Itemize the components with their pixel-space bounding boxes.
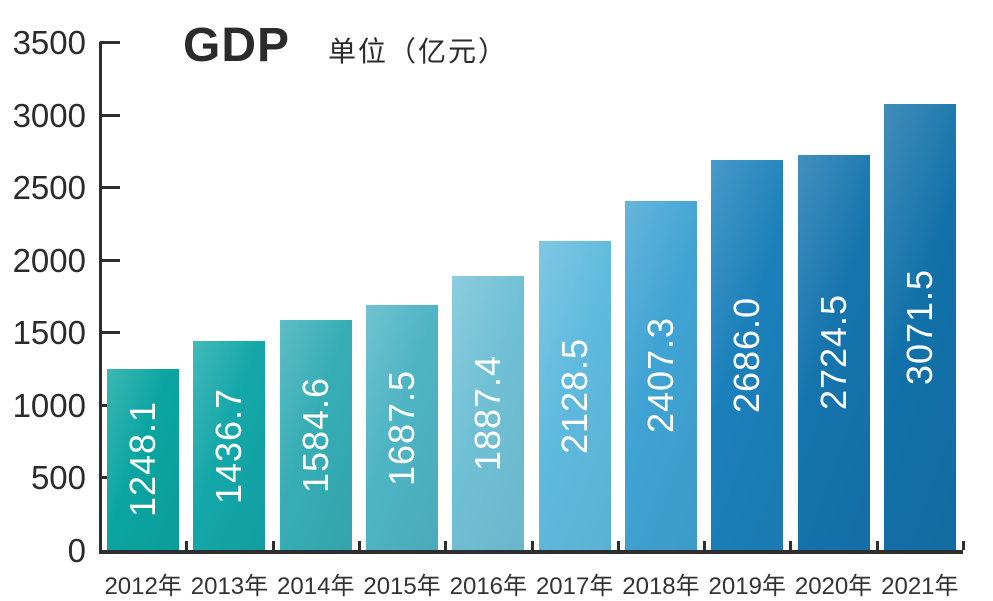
- x-axis-tick: [703, 541, 707, 550]
- chart-title: GDP: [183, 19, 291, 72]
- chart-header: GDP 单位（亿元）: [183, 18, 508, 73]
- bar-2016年: 1887.4: [452, 276, 525, 550]
- bar-2014年: 1584.6: [279, 320, 352, 550]
- x-axis-label-2019年: 2019年: [708, 573, 786, 600]
- x-axis-tick: [789, 541, 793, 550]
- bar-2018年: 2407.3: [624, 200, 697, 550]
- x-axis-label-2018年: 2018年: [622, 573, 700, 600]
- y-axis-label-1000: 1000: [12, 386, 86, 424]
- bar-value-label: 1248.1: [122, 401, 164, 518]
- bar-2017年: 2128.5: [538, 241, 611, 550]
- x-axis-label-2021年: 2021年: [881, 573, 959, 600]
- bar-2012年: 1248.1: [107, 368, 180, 550]
- bar-2015年: 1687.5: [366, 305, 439, 550]
- x-axis-tick: [444, 541, 448, 550]
- x-axis-label-2017年: 2017年: [535, 573, 614, 600]
- x-axis-tick: [962, 541, 965, 550]
- y-axis-label-3000: 3000: [12, 96, 86, 134]
- y-axis-tick-2500: [100, 186, 120, 190]
- bar-value-label: 1687.5: [381, 369, 423, 486]
- bar-value-label: 1584.6: [294, 376, 336, 494]
- bar-2021年: 3071.5: [883, 104, 956, 550]
- bar-2019年: 2686.0: [711, 160, 784, 550]
- x-axis-tick: [616, 541, 620, 550]
- bar-value-label: 2724.5: [812, 294, 854, 411]
- y-axis-label-2000: 2000: [12, 241, 86, 279]
- x-axis-line: [99, 550, 963, 554]
- x-axis-tick: [875, 541, 879, 550]
- bar-value-label: 1887.4: [467, 354, 509, 472]
- y-axis-tick-3000: [100, 113, 120, 117]
- y-axis-label-3500: 3500: [12, 24, 86, 61]
- x-axis-label-2020年: 2020年: [794, 573, 873, 600]
- bar-value-label: 2686.0: [726, 297, 768, 414]
- x-axis-label-2014年: 2014年: [277, 573, 355, 600]
- y-axis-tick-3500: [100, 41, 120, 44]
- y-axis-label-1500: 1500: [12, 314, 86, 352]
- x-axis-label-2015年: 2015年: [363, 573, 441, 600]
- bar-value-label: 2407.3: [639, 317, 681, 434]
- y-axis-label-2500: 2500: [12, 169, 86, 207]
- y-axis-tick-2000: [100, 258, 120, 262]
- y-axis-label-0: 0: [67, 532, 86, 569]
- x-axis-label-2012年: 2012年: [104, 573, 182, 600]
- x-axis-tick: [357, 541, 361, 550]
- y-axis-line: [99, 42, 102, 552]
- bar-value-label: 2128.5: [553, 337, 595, 454]
- bar-value-label: 1436.7: [208, 387, 250, 504]
- bar-value-label: 3071.5: [898, 269, 940, 386]
- y-axis-label-500: 500: [30, 459, 86, 497]
- x-axis-label-2016年: 2016年: [449, 573, 528, 600]
- x-axis-tick: [271, 541, 275, 550]
- x-axis-tick: [530, 541, 534, 550]
- x-axis-tick: [185, 541, 189, 550]
- bar-2013年: 1436.7: [193, 341, 266, 550]
- y-axis-tick-1500: [100, 331, 120, 335]
- bar-2020年: 2724.5: [797, 154, 870, 550]
- chart-unit-label: 单位（亿元）: [328, 37, 509, 68]
- x-axis-label-2013年: 2013年: [190, 573, 269, 600]
